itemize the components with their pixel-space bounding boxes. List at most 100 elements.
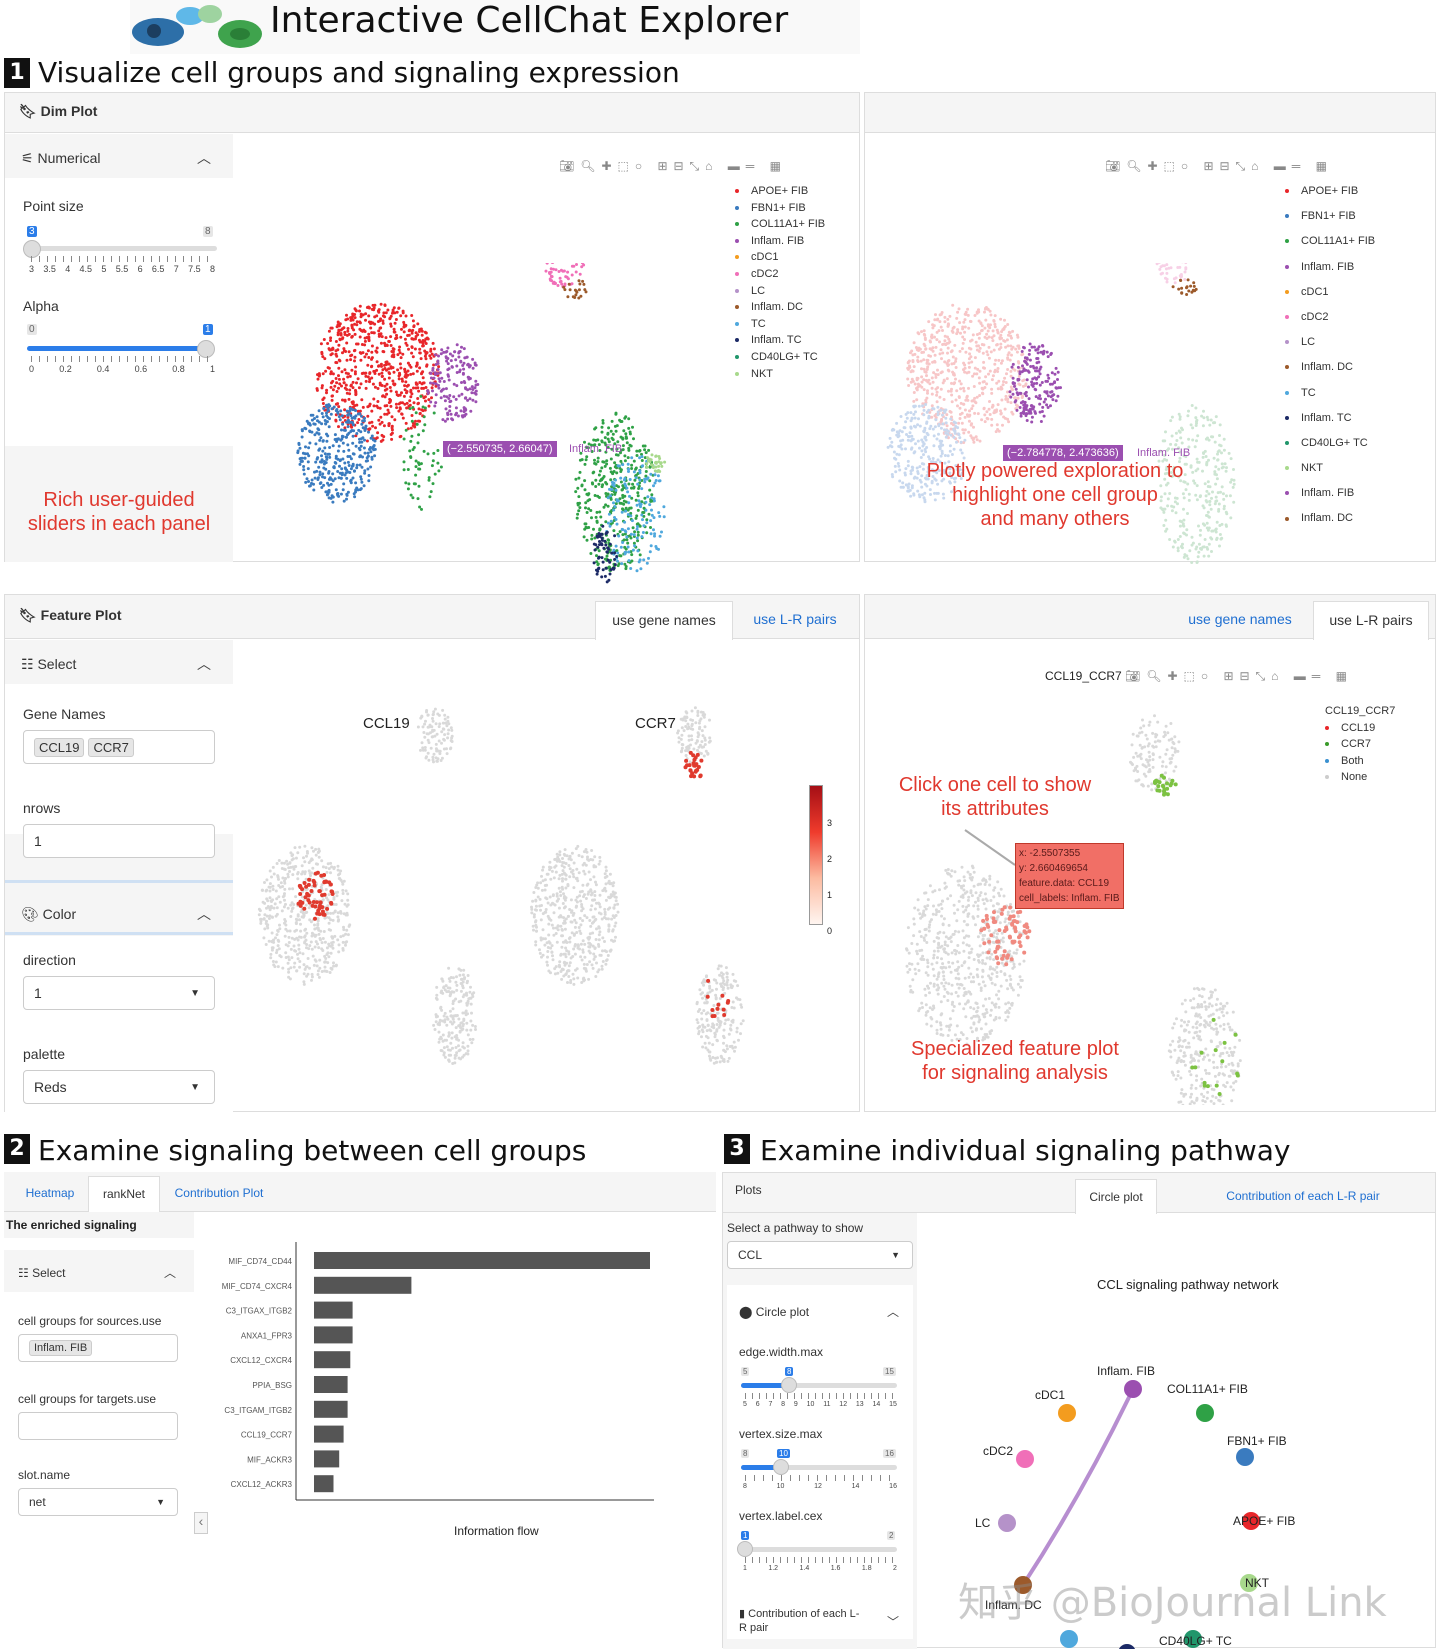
cell-point[interactable] bbox=[449, 1041, 453, 1045]
cell-point[interactable] bbox=[597, 556, 600, 560]
cell-point[interactable] bbox=[333, 461, 337, 464]
cell-point[interactable] bbox=[367, 430, 370, 434]
cell-point[interactable] bbox=[993, 370, 997, 374]
cell-point[interactable] bbox=[469, 985, 472, 989]
cell-point[interactable] bbox=[447, 378, 451, 382]
cell-point[interactable] bbox=[960, 473, 964, 477]
cell-point[interactable] bbox=[581, 948, 585, 952]
cell-point[interactable] bbox=[316, 917, 320, 921]
cell-point[interactable] bbox=[337, 324, 341, 328]
cell-point[interactable] bbox=[1170, 509, 1174, 513]
cell-point[interactable] bbox=[913, 382, 917, 386]
cell-point[interactable] bbox=[387, 401, 391, 405]
cell-point[interactable] bbox=[625, 538, 629, 542]
cell-point[interactable] bbox=[1207, 515, 1211, 519]
cell-point[interactable] bbox=[312, 422, 316, 426]
cell-point[interactable] bbox=[943, 471, 947, 475]
cell-point[interactable] bbox=[1180, 291, 1184, 295]
cell-point[interactable] bbox=[389, 398, 392, 402]
cell-point[interactable] bbox=[604, 898, 608, 902]
cell-point[interactable] bbox=[927, 378, 931, 382]
cell-point[interactable] bbox=[363, 416, 366, 420]
cell-point[interactable] bbox=[355, 463, 359, 467]
cell-point[interactable] bbox=[265, 878, 269, 882]
cell-point[interactable] bbox=[1161, 459, 1165, 463]
cell-point[interactable] bbox=[283, 892, 286, 896]
cell-point[interactable] bbox=[615, 555, 619, 558]
cell-point[interactable] bbox=[633, 544, 637, 548]
cell-point[interactable] bbox=[942, 477, 946, 481]
cell-point[interactable] bbox=[888, 436, 892, 440]
cell-point[interactable] bbox=[977, 344, 980, 348]
cell-point[interactable] bbox=[648, 488, 652, 492]
cell-point[interactable] bbox=[901, 485, 905, 489]
cell-point[interactable] bbox=[640, 535, 644, 539]
cell-point[interactable] bbox=[320, 883, 324, 887]
cell-point[interactable] bbox=[1162, 524, 1166, 527]
cell-point[interactable] bbox=[355, 342, 358, 346]
cell-point[interactable] bbox=[436, 362, 440, 365]
cell-point[interactable] bbox=[943, 315, 947, 319]
cell-point[interactable] bbox=[437, 739, 441, 743]
cell-point[interactable] bbox=[326, 898, 330, 902]
cell-point[interactable] bbox=[594, 462, 598, 466]
cell-point[interactable] bbox=[464, 1052, 468, 1056]
cell-point[interactable] bbox=[459, 360, 463, 364]
cell-point[interactable] bbox=[340, 384, 343, 388]
cell-point[interactable] bbox=[961, 462, 965, 466]
cell-point[interactable] bbox=[1054, 366, 1058, 370]
cell-point[interactable] bbox=[1018, 372, 1022, 376]
cell-point[interactable] bbox=[1171, 285, 1175, 289]
cell-point[interactable] bbox=[421, 725, 425, 729]
cell-point[interactable] bbox=[416, 419, 420, 423]
cell-point[interactable] bbox=[1165, 280, 1169, 284]
cell-point[interactable] bbox=[910, 369, 914, 373]
cell-point[interactable] bbox=[1196, 434, 1200, 438]
cell-point[interactable] bbox=[399, 356, 403, 360]
cell-point[interactable] bbox=[931, 460, 935, 464]
cell-point[interactable] bbox=[272, 872, 276, 876]
cell-point[interactable] bbox=[321, 439, 325, 443]
cell-point[interactable] bbox=[608, 542, 612, 546]
legend-item[interactable]: LC bbox=[1285, 336, 1375, 361]
cell-point[interactable] bbox=[546, 963, 549, 967]
cell-point[interactable] bbox=[609, 882, 613, 885]
cell-point[interactable] bbox=[421, 344, 425, 348]
cell-point[interactable] bbox=[293, 961, 297, 965]
cell-point[interactable] bbox=[906, 464, 910, 468]
cell-point[interactable] bbox=[587, 945, 591, 949]
cell-point[interactable] bbox=[1056, 378, 1059, 381]
cell-point[interactable] bbox=[420, 741, 424, 745]
cell-point[interactable] bbox=[363, 451, 367, 455]
cell-point[interactable] bbox=[950, 387, 953, 391]
cell-point[interactable] bbox=[574, 490, 578, 494]
cell-point[interactable] bbox=[558, 280, 562, 284]
cell-point[interactable] bbox=[967, 414, 971, 418]
cell-point[interactable] bbox=[271, 960, 275, 963]
cell-point[interactable] bbox=[649, 526, 652, 529]
cell-point[interactable] bbox=[461, 1045, 465, 1049]
cell-point[interactable] bbox=[997, 379, 1001, 383]
cell-point[interactable] bbox=[444, 350, 448, 354]
cell-point[interactable] bbox=[405, 406, 409, 410]
cell-point[interactable] bbox=[309, 940, 313, 944]
cell-point[interactable] bbox=[462, 361, 466, 365]
cell-point[interactable] bbox=[653, 481, 657, 485]
cell-point[interactable] bbox=[605, 550, 609, 554]
cell-point[interactable] bbox=[382, 311, 386, 315]
cell-point[interactable] bbox=[624, 509, 628, 513]
cell-point[interactable] bbox=[330, 326, 334, 330]
cell-point[interactable] bbox=[987, 407, 991, 411]
cell-point[interactable] bbox=[585, 526, 589, 530]
cell-point[interactable] bbox=[562, 285, 566, 289]
cell-point[interactable] bbox=[325, 414, 329, 418]
cell-point[interactable] bbox=[923, 336, 927, 340]
cell-point[interactable] bbox=[282, 867, 286, 871]
cell-point[interactable] bbox=[550, 869, 554, 873]
cell-point[interactable] bbox=[373, 385, 377, 389]
cell-point[interactable] bbox=[300, 887, 305, 892]
cell-point[interactable] bbox=[376, 431, 380, 435]
cell-point[interactable] bbox=[321, 912, 326, 917]
cell-point[interactable] bbox=[606, 954, 610, 957]
cell-point[interactable] bbox=[953, 343, 957, 347]
